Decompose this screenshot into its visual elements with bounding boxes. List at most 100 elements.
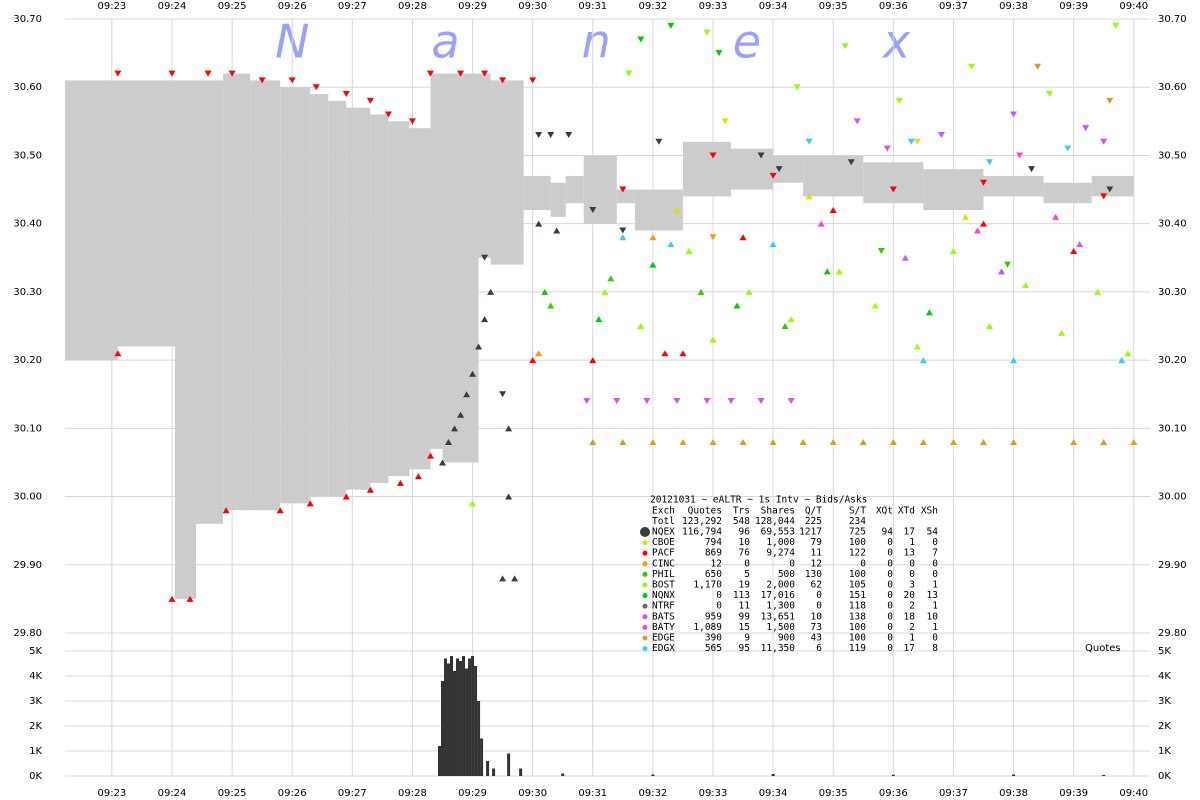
table-cell: 0: [816, 590, 822, 601]
bid-marker: [739, 438, 747, 445]
bid-marker: [553, 227, 561, 234]
table-header: XSh: [921, 506, 938, 517]
bid-marker: [186, 595, 194, 602]
bid-marker: [667, 241, 675, 248]
bid-marker: [529, 357, 537, 364]
table-cell: 1217: [799, 527, 822, 538]
ask-marker: [1100, 138, 1108, 145]
y-tick-label: 30.20: [13, 355, 42, 366]
bid-marker: [1070, 247, 1078, 254]
bid-marker: [589, 438, 597, 445]
bid-marker: [649, 261, 657, 268]
table-cell: 151: [849, 590, 866, 601]
bid-marker: [649, 234, 657, 241]
bid-marker: [961, 213, 969, 220]
volume-tick-label: 3K: [29, 696, 42, 707]
ask-marker: [775, 166, 783, 173]
legend-swatch: [642, 614, 648, 620]
spread-area: [409, 128, 431, 470]
spread-area: [310, 94, 329, 497]
ask-marker: [937, 131, 945, 138]
table-cell: 725: [849, 527, 866, 538]
x-tick-label: 09:33: [699, 788, 728, 799]
bid-marker: [463, 391, 471, 398]
table-cell: 138: [849, 611, 866, 622]
volume-bar: [1012, 774, 1016, 776]
table-cell: 959: [705, 611, 722, 622]
table-cell: 9,274: [766, 548, 795, 559]
watermark: Nanex: [275, 15, 1032, 69]
spread-area: [682, 141, 732, 197]
table-cell: 1: [909, 633, 915, 644]
ask-marker: [841, 43, 849, 50]
ask-marker: [1100, 193, 1108, 200]
y-tick-label: 30.60: [13, 82, 42, 93]
table-cell: 548: [733, 516, 750, 527]
table-cell: 79: [811, 537, 823, 548]
bid-marker: [919, 438, 927, 445]
ask-marker: [625, 70, 633, 77]
bid-marker: [949, 247, 957, 254]
volume-tick-label-right: 5K: [1158, 646, 1171, 657]
table-cell: 17: [904, 643, 915, 654]
x-tick-label: 09:40: [1119, 788, 1148, 799]
x-tick-label: 09:28: [398, 1, 427, 12]
table-cell: 5: [744, 569, 750, 580]
bid-marker: [919, 357, 927, 364]
spread-area: [803, 155, 864, 197]
ask-marker: [769, 172, 777, 179]
ask-marker: [709, 152, 717, 159]
ask-marker: [986, 159, 994, 166]
volume-bar: [477, 701, 481, 776]
bid-marker: [1052, 213, 1060, 220]
ask-marker: [565, 131, 573, 138]
volume-tick-label-right: 2K: [1158, 721, 1171, 732]
y-tick-label: 30.50: [13, 150, 42, 161]
table-cell: 0: [716, 601, 722, 612]
spread-area: [983, 175, 1044, 197]
bid-marker: [595, 316, 603, 323]
ask-marker: [499, 391, 507, 398]
ask-marker: [613, 398, 621, 405]
bid-marker: [396, 479, 404, 486]
table-cell: 0: [909, 558, 915, 569]
bid-marker: [817, 220, 825, 227]
bid-marker: [414, 473, 422, 480]
table-cell: 0: [887, 558, 893, 569]
table-cell: 0: [932, 558, 938, 569]
table-cell: 20: [904, 590, 916, 601]
x-tick-label: 09:32: [638, 788, 667, 799]
table-cell: 0: [789, 558, 795, 569]
ask-marker: [637, 36, 645, 43]
ask-marker: [1010, 111, 1018, 118]
table-cell: 234: [849, 516, 866, 527]
ask-marker: [727, 398, 735, 405]
ask-marker: [204, 70, 212, 77]
y-tick-label-right: 29.80: [1158, 628, 1187, 639]
table-cell: 69,553: [761, 527, 795, 538]
legend-entry: EDGE: [652, 633, 675, 644]
ask-marker: [583, 398, 591, 405]
table-cell: 12: [711, 558, 722, 569]
volume-bar: [519, 768, 523, 776]
table-cell: 95: [739, 643, 750, 654]
ask-marker: [499, 77, 507, 84]
table-cell: 1: [932, 601, 938, 612]
bid-marker: [1022, 282, 1030, 289]
y-tick-label-right: 29.90: [1158, 560, 1187, 571]
x-tick-label: 09:31: [578, 1, 607, 12]
spread-area: [490, 80, 524, 265]
volume-bar: [447, 663, 451, 776]
volume-bar: [561, 773, 565, 776]
volume-tick-label-right: 1K: [1158, 746, 1171, 757]
spread-area: [346, 107, 371, 490]
bid-marker: [276, 507, 284, 514]
bid-marker: [787, 316, 795, 323]
table-cell: 650: [705, 569, 722, 580]
x-tick-label: 09:29: [458, 788, 487, 799]
bid-marker: [823, 268, 831, 275]
x-tick-label: 09:29: [458, 1, 487, 12]
table-cell: 116,794: [682, 527, 722, 538]
table-cell: 119: [849, 643, 866, 654]
spread-area: [634, 189, 683, 231]
